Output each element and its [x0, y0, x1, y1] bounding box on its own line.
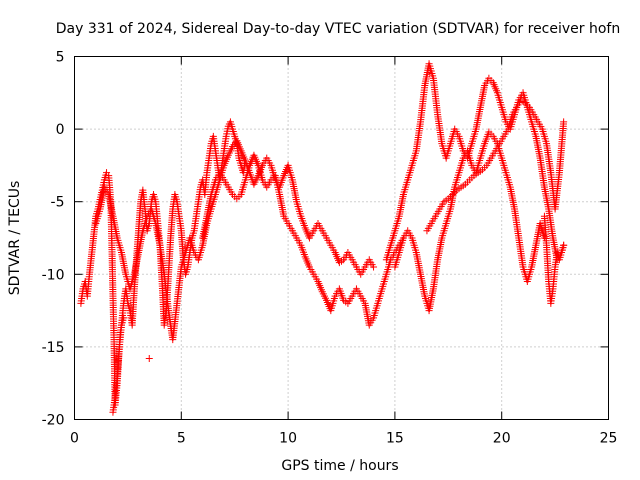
data-point-arc-8	[145, 355, 153, 363]
data-point-arc-6	[560, 118, 568, 126]
y-tick-label: -10	[42, 267, 65, 283]
x-tick-label: 25	[600, 431, 618, 447]
x-tick-label: 0	[70, 431, 79, 447]
y-tick-label: -15	[42, 340, 65, 356]
y-tick-label: -5	[51, 195, 65, 211]
data-point-arc-7	[560, 241, 568, 249]
axis-ticks: 0 5 10 15 20 25 5 0 -5 -10 -15 -20	[42, 50, 618, 447]
x-tick-label: 20	[493, 431, 511, 447]
y-tick-label: 0	[56, 122, 65, 138]
y-tick-label: 5	[56, 50, 65, 66]
chart-title: Day 331 of 2024, Sidereal Day-to-day VTE…	[56, 21, 620, 37]
x-tick-label: 5	[177, 431, 186, 447]
plot-frame	[74, 56, 609, 420]
y-axis-title: SDTVAR / TECUs	[7, 181, 23, 296]
data-marks	[77, 60, 568, 416]
x-tick-label: 15	[386, 431, 404, 447]
data-point-arc-8	[120, 314, 128, 322]
y-tick-label: -20	[42, 413, 65, 429]
x-axis-title: GPS time / hours	[281, 458, 398, 474]
x-tick-label: 10	[279, 431, 297, 447]
data-point-arc-2	[370, 263, 378, 271]
